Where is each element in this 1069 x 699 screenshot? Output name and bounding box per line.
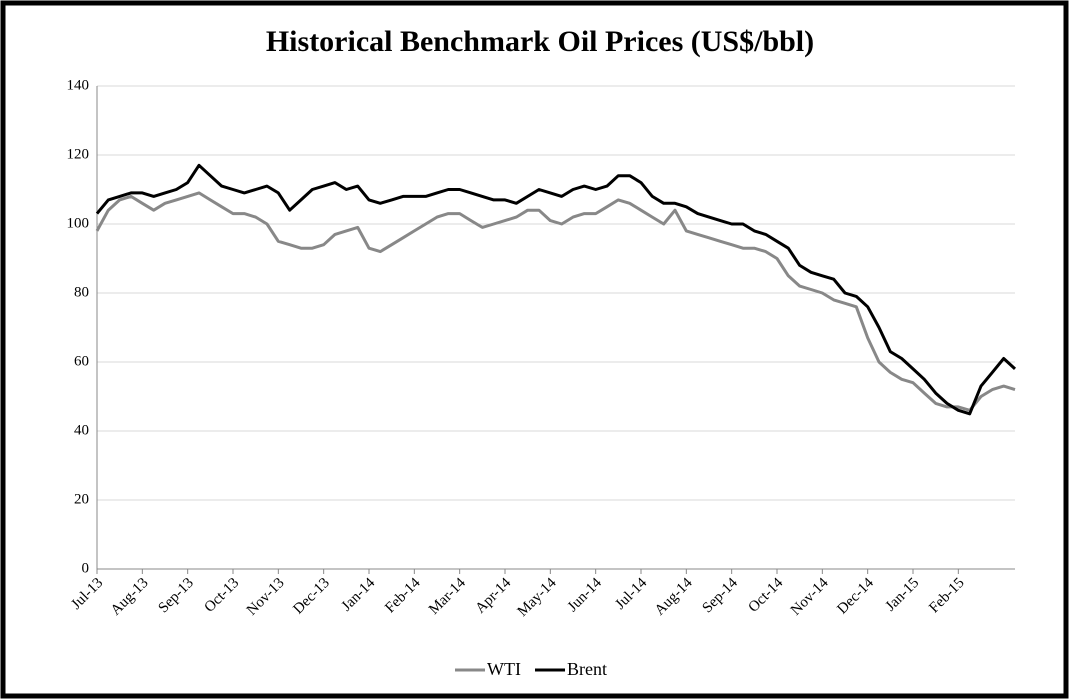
y-tick-label: 20 [74,491,89,507]
chart-title: Historical Benchmark Oil Prices (US$/bbl… [266,25,814,58]
legend-label: WTI [487,659,521,679]
line-series [95,163,1017,416]
y-tick-label: 40 [74,422,89,438]
y-tick-label: 120 [67,146,90,162]
y-tick-label: 0 [82,560,90,576]
y-tick-label: 100 [67,215,90,231]
y-tick-label: 140 [67,77,90,93]
legend-label: Brent [567,659,607,679]
y-tick-label: 60 [74,353,89,369]
y-tick-label: 80 [74,284,89,300]
line-series [95,191,1016,412]
